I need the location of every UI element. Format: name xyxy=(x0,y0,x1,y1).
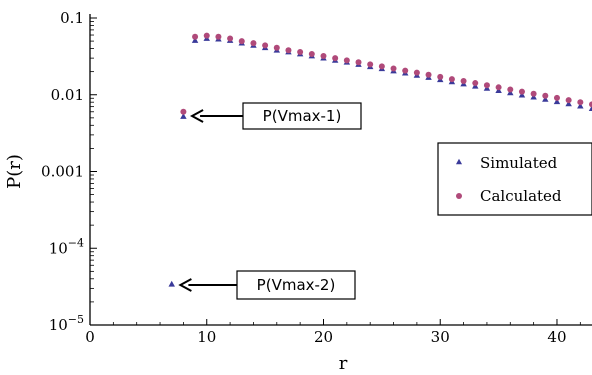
point-calculated xyxy=(308,50,315,57)
y-tick-label: 0.01 xyxy=(51,86,84,104)
point-calculated xyxy=(238,38,245,45)
callouts: P(Vmax-1) P(Vmax-2) xyxy=(178,102,362,300)
point-calculated xyxy=(589,101,592,108)
legend-label-calculated: Calculated xyxy=(480,187,562,205)
y-ticks: 10−5 10−4 0.001 0.01 0.1 xyxy=(41,9,97,334)
legend-marker-simulated xyxy=(455,158,463,165)
y-axis-label: P(r) xyxy=(4,154,25,189)
axes: 0 10 20 30 40 10−5 10−4 0.001 0.01 0.1 r P(r) xyxy=(4,9,592,374)
callout-label: P(Vmax-1) xyxy=(263,107,342,125)
point-calculated xyxy=(577,99,584,106)
callout-arrow-head xyxy=(189,109,204,123)
callout-box xyxy=(236,270,356,300)
point-calculated xyxy=(425,71,432,78)
point-calculated xyxy=(390,65,397,72)
point-calculated xyxy=(192,33,199,40)
x-tick-label: 20 xyxy=(314,328,333,346)
point-simulated xyxy=(553,98,561,105)
point-calculated xyxy=(227,35,234,42)
point-calculated xyxy=(518,88,525,95)
point-calculated xyxy=(565,97,572,104)
point-calculated xyxy=(472,80,479,87)
point-calculated xyxy=(378,63,385,70)
point-calculated xyxy=(332,55,339,62)
y-tick-label: 10−4 xyxy=(49,236,84,257)
x-tick-label: 30 xyxy=(431,328,450,346)
point-calculated xyxy=(273,44,280,51)
point-simulated xyxy=(168,280,175,287)
point-calculated xyxy=(180,108,187,115)
y-tick-label: 10−5 xyxy=(49,313,84,334)
point-calculated xyxy=(530,90,537,97)
series-calculated xyxy=(180,32,592,115)
point-calculated xyxy=(215,33,222,40)
x-tick-label: 40 xyxy=(547,328,566,346)
x-ticks: 0 10 20 30 40 xyxy=(85,319,581,346)
point-calculated xyxy=(367,61,374,68)
callout-arrow-head xyxy=(178,278,192,292)
x-tick-label: 10 xyxy=(197,328,216,346)
point-calculated xyxy=(542,92,549,99)
point-calculated xyxy=(343,57,350,64)
y-tick-label: 0.001 xyxy=(41,163,84,181)
point-calculated xyxy=(402,67,409,74)
point-calculated xyxy=(250,40,257,47)
point-calculated xyxy=(413,69,420,76)
x-axis-label: r xyxy=(339,353,348,374)
x-tick-label: 0 xyxy=(85,328,95,346)
point-calculated xyxy=(355,59,362,66)
point-simulated xyxy=(565,100,572,107)
point-calculated xyxy=(483,82,490,89)
data-points xyxy=(168,32,592,287)
point-simulated xyxy=(577,102,584,109)
legend-box xyxy=(437,142,592,216)
point-calculated xyxy=(262,42,269,49)
legend: Simulated Calculated xyxy=(437,142,592,216)
point-simulated xyxy=(542,95,549,102)
callout-1: P(Vmax-1) xyxy=(189,102,362,130)
point-simulated xyxy=(191,37,199,43)
point-calculated xyxy=(448,76,455,83)
callout-2: P(Vmax-2) xyxy=(178,270,356,300)
legend-label-simulated: Simulated xyxy=(480,154,558,172)
point-simulated xyxy=(180,113,187,119)
callout-label: P(Vmax-2) xyxy=(257,276,336,294)
point-calculated xyxy=(460,78,467,85)
point-calculated xyxy=(297,49,304,56)
point-calculated xyxy=(320,52,327,59)
point-calculated xyxy=(203,32,210,39)
legend-marker-calculated xyxy=(456,193,462,199)
point-simulated xyxy=(518,91,526,98)
point-calculated xyxy=(507,86,514,93)
y-tick-label: 0.1 xyxy=(60,9,84,27)
point-calculated xyxy=(285,47,292,54)
point-calculated xyxy=(495,84,502,91)
point-calculated xyxy=(437,73,444,80)
point-calculated xyxy=(553,94,560,101)
